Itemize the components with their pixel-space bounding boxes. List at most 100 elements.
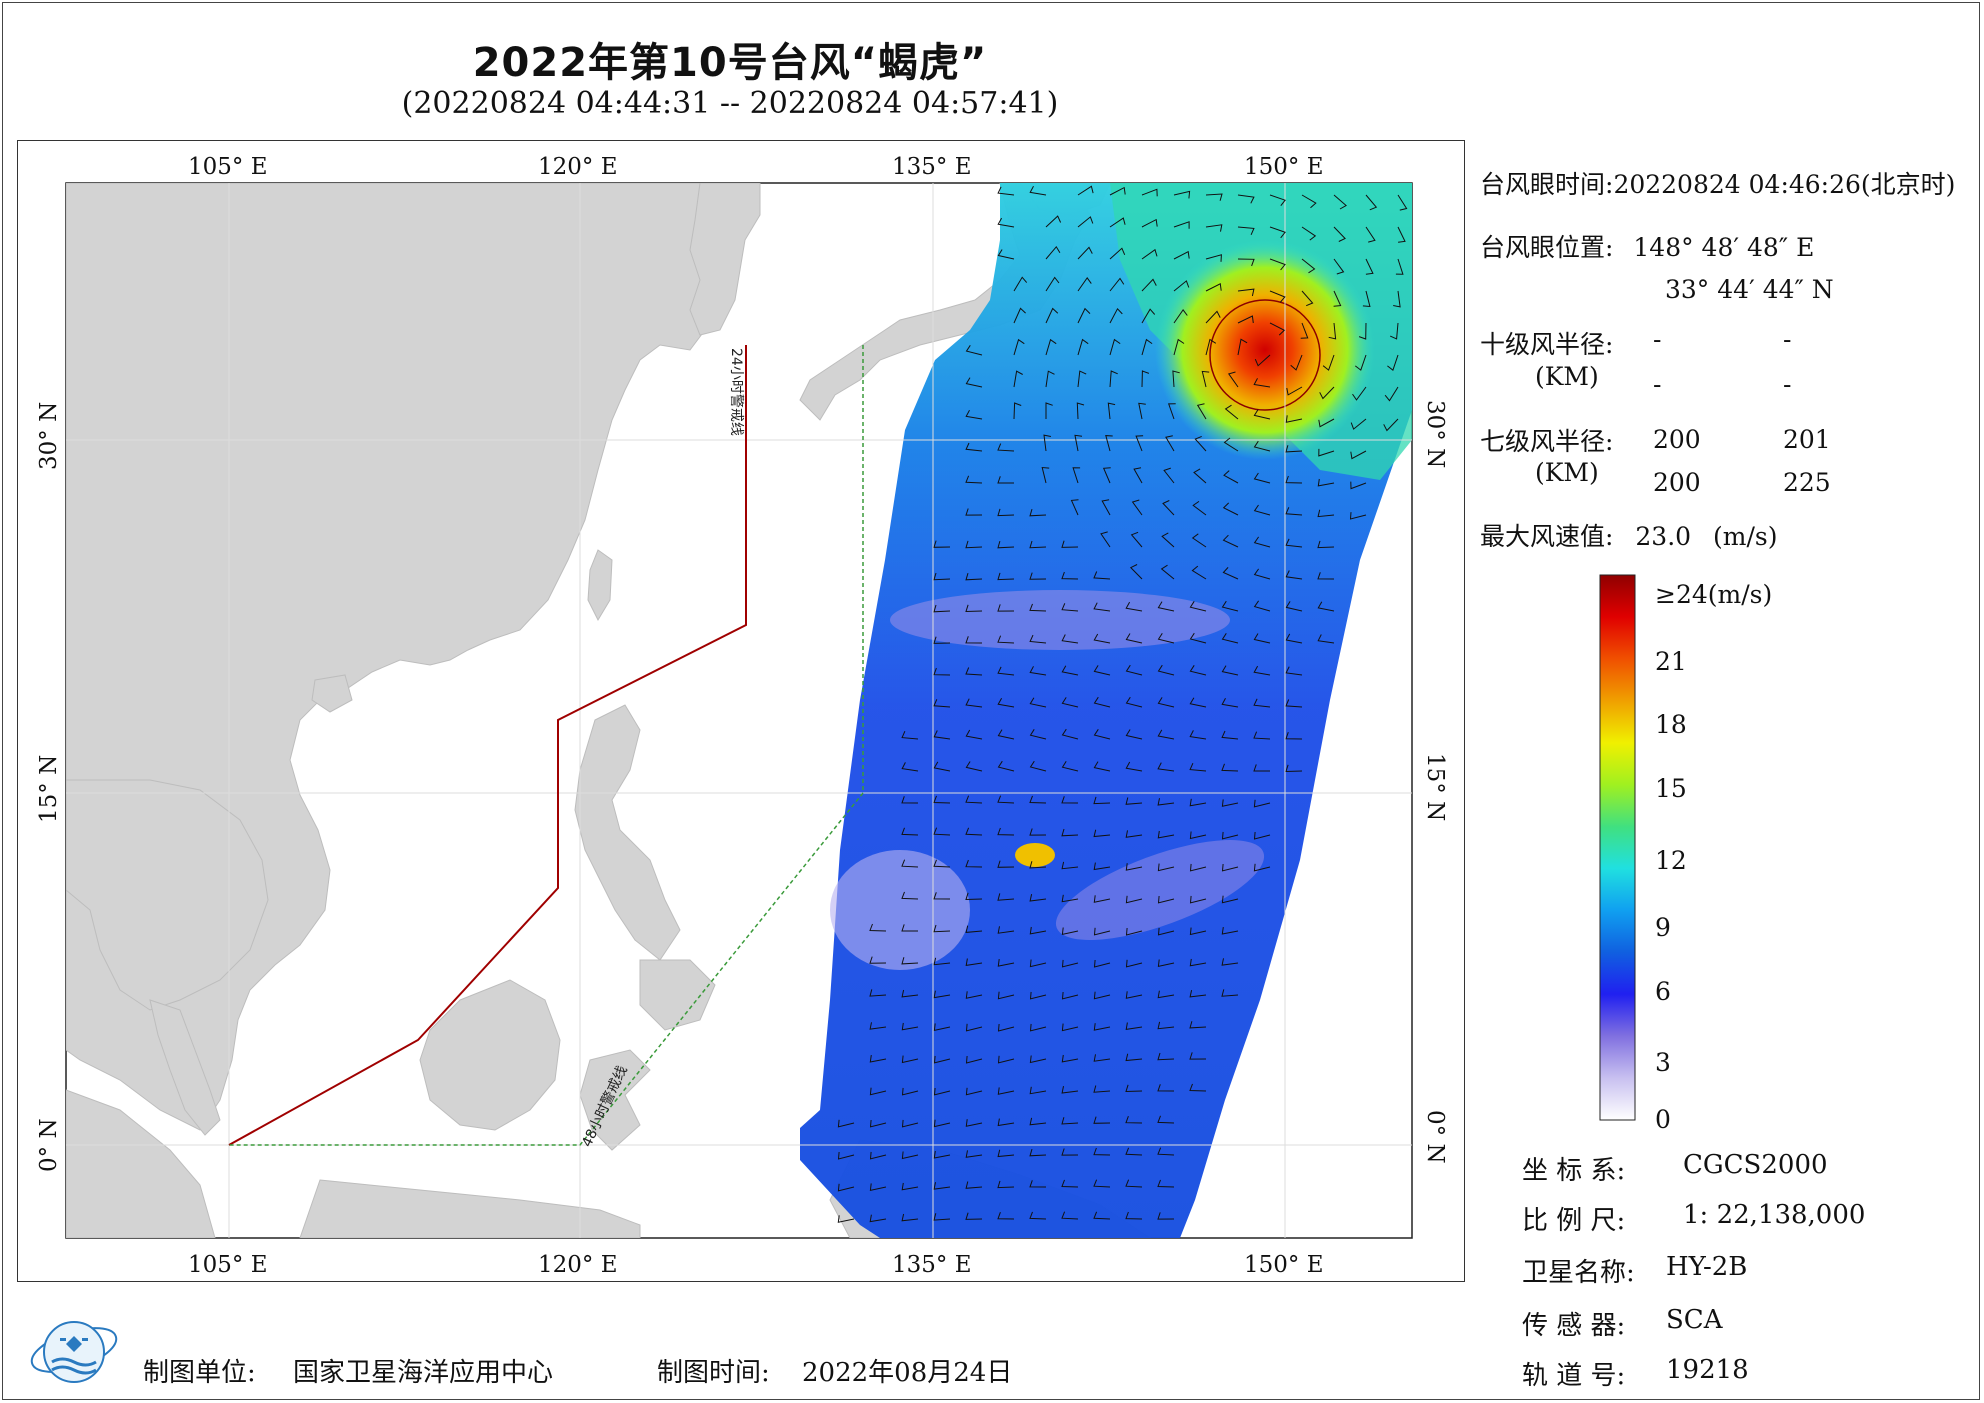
wind-barb [1077, 307, 1091, 324]
wind-barb [1029, 1180, 1047, 1188]
wind-barb [933, 859, 951, 868]
wind-barb [1141, 188, 1158, 197]
wind-barb [1205, 193, 1223, 201]
wind-barb [1189, 1083, 1207, 1092]
wind-barb [1285, 633, 1303, 644]
wind-barb [1162, 500, 1175, 516]
land-sumatra [66, 1089, 216, 1238]
wind-barb [965, 925, 983, 933]
wind-barb [1191, 565, 1207, 580]
satellite-value: HY-2B [1666, 1252, 1748, 1282]
wind-barb [1383, 418, 1399, 432]
wind-barb [1397, 226, 1406, 243]
wind-barb [1135, 435, 1144, 452]
wind-barb [869, 1055, 887, 1063]
wind-barb [933, 540, 951, 548]
wind-barb [1157, 697, 1175, 708]
wind-barb [997, 217, 1015, 228]
wind-barb [933, 827, 951, 836]
wind-barb [1285, 601, 1303, 612]
wind-barb [997, 959, 1015, 967]
colorbar-label-6: 6 [1655, 977, 1671, 1006]
wind-barb [1093, 1023, 1111, 1031]
wind-barb [1141, 218, 1158, 228]
wind-barb [1157, 762, 1175, 772]
wind-barb [901, 1151, 919, 1160]
wind-barb [1061, 1054, 1079, 1063]
wind-barb [965, 1023, 983, 1032]
wind-barb [1253, 378, 1271, 388]
wind-barb [1077, 246, 1093, 260]
land-borneo [419, 979, 561, 1131]
wind-barb [1141, 370, 1150, 388]
wind-barb [997, 186, 1015, 196]
wind-barb [1093, 602, 1111, 612]
lon-label-bottom-105: 105° E [188, 1252, 268, 1278]
wind-barb [1253, 409, 1271, 420]
wind-barb [1349, 512, 1367, 520]
wind-barb [1141, 338, 1153, 356]
wind-barb [1061, 1148, 1079, 1156]
wind-barb [1157, 863, 1175, 872]
max-wind-row: 最大风速值: 23.0 (m/s) [1480, 517, 1777, 553]
wind-barb [1043, 434, 1051, 452]
wind-barb [1093, 959, 1111, 968]
wind-barb [1061, 1179, 1079, 1188]
wind-barb [1105, 435, 1113, 452]
wind-barb [965, 795, 983, 804]
wind-barb [933, 1055, 951, 1064]
wind-barb [1253, 831, 1271, 840]
wind-barb [965, 508, 983, 516]
wind-barb [1285, 699, 1303, 708]
wind-barb [1161, 532, 1175, 548]
wind-barb [1029, 697, 1047, 708]
swath-calm-band-1 [890, 590, 1230, 650]
wind-barb [869, 1183, 887, 1192]
wind-barb [1125, 1022, 1143, 1030]
wind-barb [1253, 536, 1271, 548]
wind-barb [997, 476, 1014, 484]
wind-barb [1125, 601, 1143, 612]
wind-barb [1013, 402, 1022, 420]
wind-barb [933, 924, 951, 933]
wind-barb [1317, 634, 1335, 644]
r7-label: 七级风半径: [1480, 427, 1614, 456]
wind-barb [1157, 1115, 1175, 1124]
colorbar-label-24: ≥24(m/s) [1655, 580, 1773, 609]
wind-barb [1061, 1086, 1079, 1094]
wind-barb [1157, 990, 1175, 999]
wind-barb [997, 760, 1015, 772]
wind-barb [1109, 186, 1126, 196]
wind-barb [1125, 927, 1143, 936]
wind-barb [901, 1182, 919, 1191]
wind-barb [1328, 322, 1337, 340]
r7-value-se: 201 [1783, 425, 1831, 454]
wind-barb [1061, 861, 1079, 870]
wind-barb [869, 956, 887, 964]
swath-local-max [1015, 843, 1055, 867]
wind-barb [1093, 1211, 1111, 1220]
wind-barb [1029, 1148, 1047, 1157]
wind-barb [1157, 1021, 1175, 1030]
wind-barb [1093, 633, 1111, 644]
wind-barb [837, 1151, 855, 1160]
wind-barb [1354, 354, 1367, 371]
wind-barb [1285, 415, 1303, 423]
wind-barb [933, 1213, 951, 1221]
wind-barb [965, 729, 983, 740]
wind-barb [1221, 763, 1239, 772]
wind-barb [1125, 1116, 1143, 1124]
wind-barb [1221, 799, 1239, 807]
wind-barb [965, 761, 983, 772]
wind-barb [1189, 798, 1207, 807]
wind-barb [1189, 762, 1207, 772]
crs-value: CGCS2000 [1683, 1150, 1828, 1180]
wind-barb [1285, 570, 1303, 580]
wind-barb [1029, 959, 1047, 968]
wind-barb [933, 957, 951, 966]
max-wind-label: 最大风速值: [1480, 522, 1614, 551]
map-title: 2022年第10号台风“蝎虎” [472, 40, 988, 86]
wind-barb [1029, 795, 1047, 804]
colorbar [1599, 574, 1636, 1121]
